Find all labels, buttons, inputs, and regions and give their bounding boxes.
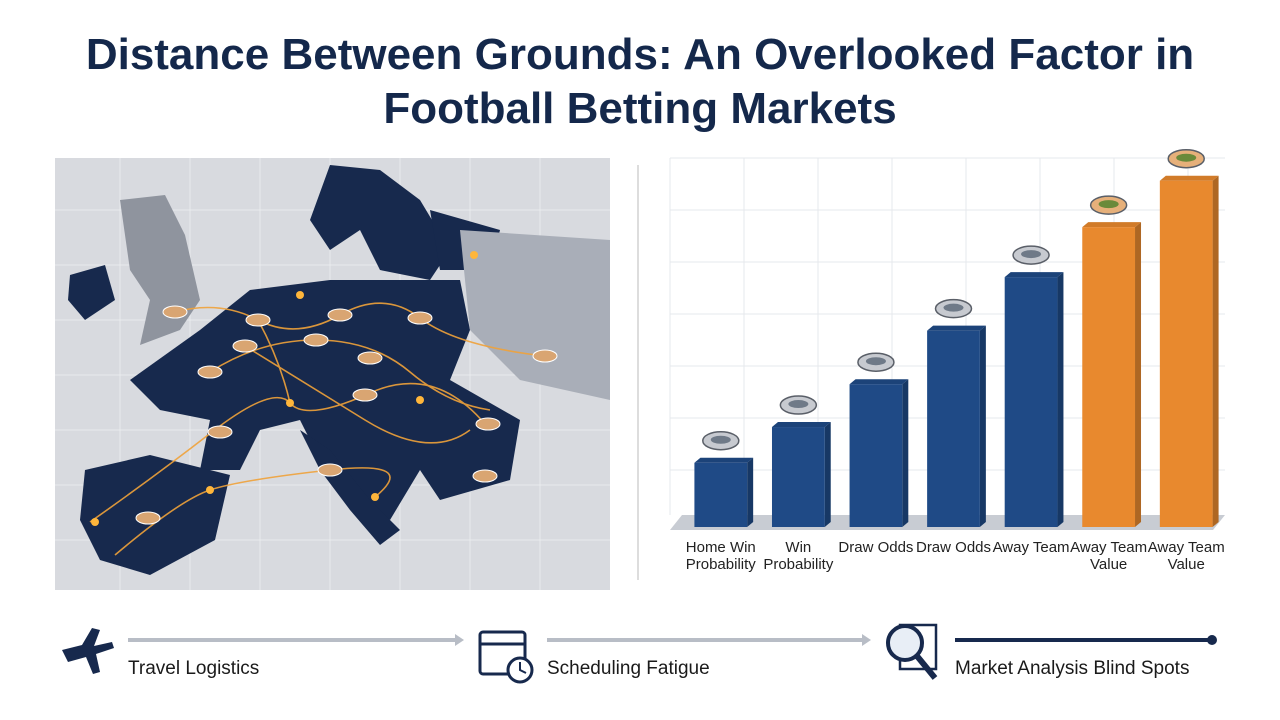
bar-top — [771, 422, 831, 428]
x-tick-label: Away Team Value — [1070, 539, 1148, 573]
bar-top — [1159, 175, 1219, 181]
x-tick-label: Win Probability — [763, 539, 834, 573]
bar-side — [1135, 222, 1142, 527]
x-tick-label: Home Win Probability — [685, 539, 756, 573]
bar-top — [694, 457, 754, 463]
bar-side — [1212, 175, 1219, 527]
stadium-pitch — [865, 357, 886, 366]
flow-step: Scheduling Fatigue — [547, 658, 710, 679]
stadium-pitch — [788, 400, 809, 409]
x-tick-label: Away Team — [992, 539, 1070, 556]
bar-top — [927, 325, 986, 331]
flow-step: Travel Logistics — [128, 658, 260, 679]
bar — [771, 427, 825, 527]
x-tick-label: Draw Odds — [838, 539, 914, 556]
x-tick-label: Away Team Value — [1147, 539, 1225, 573]
stadium-pitch — [1098, 200, 1119, 209]
bar — [1004, 277, 1058, 527]
flow-graphics — [62, 623, 1217, 684]
bar — [849, 384, 903, 527]
map — [55, 158, 610, 590]
bar — [927, 330, 980, 527]
stadium-pitch — [1021, 250, 1042, 259]
flow-step: Market Analysis Blind Spots — [955, 658, 1190, 679]
bar — [1159, 180, 1213, 527]
title: Distance Between Grounds: An Overlooked … — [85, 30, 1195, 133]
bar-side — [902, 379, 909, 527]
bar-side — [1057, 272, 1064, 527]
bar-side — [979, 325, 986, 527]
stadium-pitch — [943, 303, 964, 312]
bar-side — [747, 457, 754, 527]
stadium-pitch — [710, 435, 731, 444]
bar-top — [849, 379, 909, 385]
bar-side — [824, 422, 831, 527]
bar — [694, 462, 748, 527]
x-tick-label: Draw Odds — [915, 539, 992, 556]
bar-top — [1082, 222, 1142, 228]
bar — [1082, 227, 1136, 527]
stadium-pitch — [1176, 153, 1197, 162]
bar-top — [1004, 272, 1064, 278]
